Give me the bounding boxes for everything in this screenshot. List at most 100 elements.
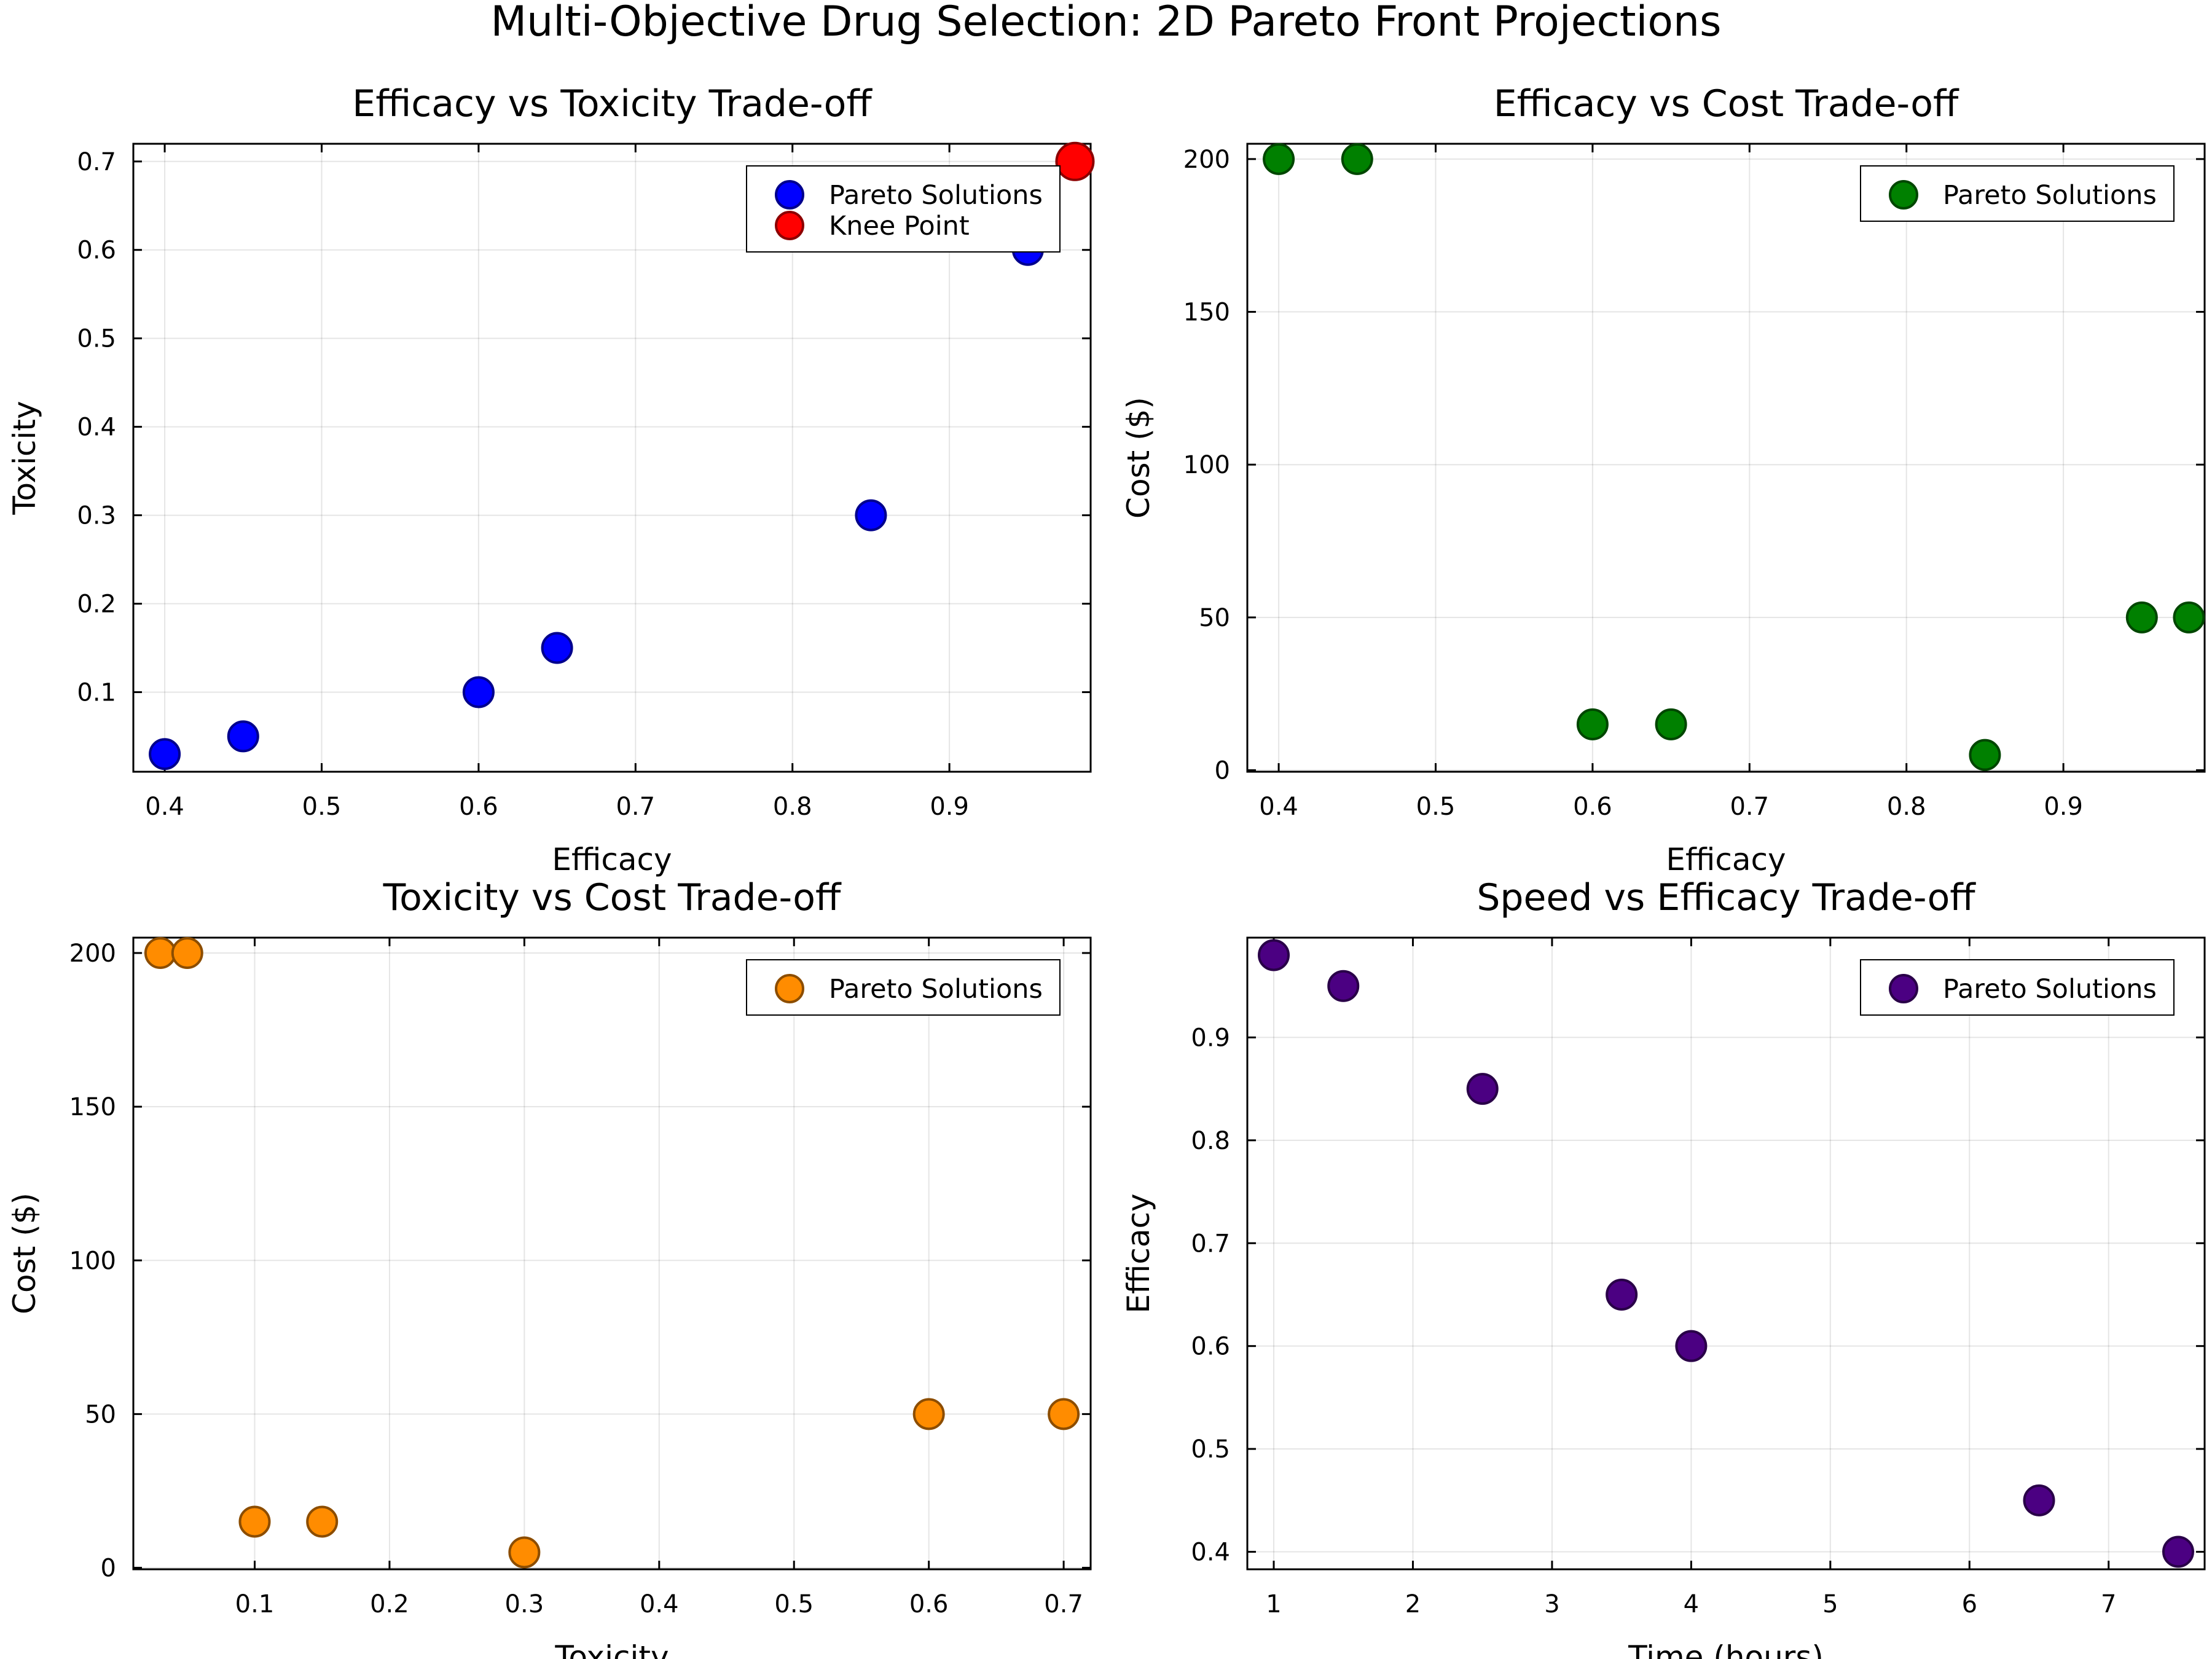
data-point: [855, 499, 887, 531]
x-tick-label: 0.5: [302, 793, 342, 821]
y-tick-label: 200: [1183, 146, 1230, 174]
legend-marker: [775, 180, 804, 210]
y-tick-label: 50: [85, 1400, 116, 1429]
plot-frame: [132, 936, 1092, 1571]
legend-box: [746, 165, 1061, 253]
legend-label: Pareto Solutions: [829, 180, 1043, 211]
panel-title: Efficacy vs Toxicity Trade-off: [352, 82, 873, 125]
grid: [133, 938, 1091, 1569]
x-tick-label: 0.9: [930, 793, 969, 821]
series-0: [1258, 939, 2194, 1568]
y-tick-label: 0.5: [1191, 1435, 1230, 1464]
y-tick-label: 0.4: [1191, 1539, 1230, 1567]
legend-label: Pareto Solutions: [1943, 974, 2157, 1005]
y-tick-label: 0.8: [1191, 1127, 1230, 1155]
data-point: [149, 738, 181, 771]
y-axis-label: Toxicity: [7, 401, 42, 515]
panel-title: Speed vs Efficacy Trade-off: [1477, 876, 1976, 919]
y-tick-label: 0.3: [77, 502, 116, 530]
y-tick-label: 200: [69, 939, 116, 968]
x-tick-label: 0.3: [505, 1590, 544, 1618]
series-0: [1263, 143, 2205, 771]
y-tick-label: 0.6: [1191, 1333, 1230, 1361]
x-tick-label: 5: [1822, 1590, 1838, 1618]
data-point: [541, 632, 573, 664]
panel-efficacy-vs-toxicity: Efficacy vs Toxicity Trade-off Efficacy …: [7, 82, 1095, 877]
x-tick-label: 0.5: [1416, 793, 1456, 821]
y-tick-label: 150: [69, 1093, 116, 1121]
legend: Pareto Solutions: [1860, 165, 2175, 222]
x-axis-label: Time (hours): [1628, 1639, 1824, 1659]
panel-efficacy-vs-cost: Efficacy vs Cost Trade-off Efficacy Cost…: [1121, 82, 2206, 877]
legend-marker: [1889, 974, 1918, 1003]
data-point: [306, 1505, 339, 1538]
x-axis-label: Efficacy: [1666, 842, 1786, 877]
series-0: [144, 937, 1080, 1569]
plot-frame: [132, 143, 1092, 773]
x-tick-label: 0.8: [1887, 793, 1926, 821]
y-tick-label: 150: [1183, 299, 1230, 327]
panel-toxicity-vs-cost: Toxicity vs Cost Trade-off Toxicity Cost…: [7, 876, 1092, 1659]
panel-speed-vs-efficacy: Speed vs Efficacy Trade-off Time (hours)…: [1121, 876, 2206, 1659]
data-point: [1675, 1330, 1708, 1362]
x-tick-label: 0.1: [235, 1590, 275, 1618]
y-tick-label: 0.1: [77, 678, 116, 707]
data-point: [1576, 708, 1609, 740]
data-point: [227, 720, 259, 753]
x-tick-label: 1: [1266, 1590, 1281, 1618]
data-point: [2023, 1484, 2055, 1516]
panel-title: Efficacy vs Cost Trade-off: [1494, 82, 1959, 125]
y-axis-label: Cost ($): [7, 1193, 42, 1314]
data-point: [1258, 939, 1290, 971]
series-1: [1055, 141, 1095, 181]
legend-marker: [775, 211, 804, 240]
y-tick-label: 0.7: [77, 148, 116, 176]
grid: [1247, 938, 2205, 1569]
legend-marker: [1889, 180, 1918, 210]
data-point: [1263, 143, 1295, 175]
data-point: [2125, 601, 2158, 633]
x-axis-label: Toxicity: [554, 1639, 669, 1659]
x-tick-label: 7: [2101, 1590, 2116, 1618]
legend-label: Pareto Solutions: [1943, 180, 2157, 211]
x-tick-label: 0.5: [774, 1590, 814, 1618]
x-tick-label: 0.7: [616, 793, 655, 821]
y-axis-label: Efficacy: [1121, 1193, 1156, 1313]
y-tick-label: 0: [101, 1554, 116, 1582]
y-tick-label: 100: [69, 1247, 116, 1275]
data-point: [238, 1505, 271, 1538]
grid: [1247, 144, 2205, 772]
data-point: [2162, 1535, 2194, 1568]
data-point: [508, 1536, 541, 1569]
plot-frame: [1246, 143, 2206, 773]
plot-frame: [1246, 936, 2206, 1571]
data-point: [1655, 708, 1687, 740]
x-tick-label: 3: [1544, 1590, 1559, 1618]
data-point: [171, 937, 203, 970]
y-tick-label: 50: [1199, 604, 1230, 632]
y-tick-label: 0: [1215, 757, 1230, 785]
legend-marker: [775, 974, 804, 1003]
data-point: [1327, 970, 1360, 1002]
x-tick-label: 0.4: [1259, 793, 1298, 821]
y-tick-label: 0.4: [77, 414, 116, 442]
data-point: [1466, 1073, 1499, 1105]
x-tick-label: 0.7: [1730, 793, 1769, 821]
x-tick-label: 0.4: [145, 793, 184, 821]
data-point: [1969, 739, 2001, 771]
data-point: [462, 676, 495, 708]
x-tick-label: 0.4: [640, 1590, 679, 1618]
x-tick-label: 0.6: [1573, 793, 1612, 821]
x-tick-label: 6: [1962, 1590, 1977, 1618]
y-tick-label: 100: [1183, 451, 1230, 479]
data-point: [1055, 141, 1095, 181]
y-tick-label: 0.6: [77, 237, 116, 265]
legend: Pareto Solutions: [1860, 959, 2175, 1016]
legend-label: Pareto Solutions: [829, 974, 1043, 1005]
x-tick-label: 0.7: [1044, 1590, 1083, 1618]
x-tick-label: 0.6: [459, 793, 498, 821]
x-tick-label: 0.8: [773, 793, 812, 821]
legend-label: Knee Point: [829, 211, 970, 241]
